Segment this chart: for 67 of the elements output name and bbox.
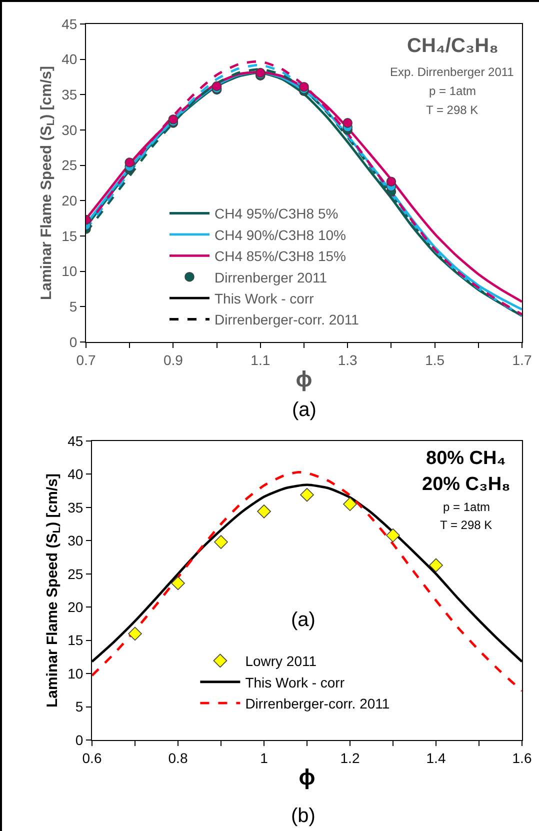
annotation: 80% CH₄ (426, 448, 506, 469)
point (386, 176, 396, 186)
y-tick-label: 40 (68, 466, 84, 482)
y-tick-label: 45 (68, 432, 84, 449)
point (429, 558, 443, 572)
y-tick-label: 30 (68, 532, 84, 549)
y-tick-label: 20 (62, 192, 78, 209)
y-tick-label: 40 (62, 51, 78, 68)
point (300, 488, 314, 502)
legend-label: CH4 85%/C3H8 15% (214, 248, 346, 264)
annotation: Exp. Dirrenberger 2011 (390, 65, 514, 79)
y-tick-label: 30 (62, 122, 78, 138)
x-tick-label: 1.7 (512, 352, 532, 368)
x-tick-label: 1.2 (340, 750, 360, 766)
point (299, 82, 309, 92)
y-tick-label: 35 (62, 86, 78, 103)
x-tick-label: 0.7 (76, 352, 96, 368)
legend-label: Lowry 2011 (245, 653, 317, 670)
y-tick-label: 45 (62, 16, 78, 32)
legend-label: CH4 90%/C3H8 10% (214, 226, 346, 243)
x-tick-label: 1.4 (426, 750, 446, 766)
text: (b) (291, 805, 316, 827)
y-tick-label: 35 (68, 499, 84, 516)
x-tick-label: 1 (260, 750, 268, 766)
line-series (92, 471, 522, 692)
point (128, 626, 142, 641)
point (386, 528, 400, 542)
x-tick-label: 1.1 (250, 352, 270, 368)
y-tick-label: 25 (62, 157, 78, 174)
point (257, 504, 271, 518)
x-tick-label: 0.6 (82, 750, 102, 766)
y-tick-label: 0 (75, 732, 84, 748)
y-tick-label: 20 (68, 599, 84, 616)
y-tick-label: 10 (62, 263, 78, 280)
y-tick-label: 10 (68, 665, 84, 682)
point (124, 158, 134, 168)
legend-label: Dirrenberger-corr. 2011 (245, 696, 390, 712)
annotation: p = 1atm (443, 500, 490, 514)
x-tick-label: 0.9 (163, 352, 184, 368)
annotation: CH₄/C₃H₈ (407, 35, 498, 57)
legend-label: Dirrenberger 2011 (214, 269, 328, 286)
point (214, 535, 228, 549)
y-tick-label: 15 (68, 632, 84, 648)
y-tick-label: 5 (75, 698, 84, 715)
legend-label: CH4 95%/C3H8 5% (214, 206, 338, 222)
legend-label: This Work - corr (245, 674, 345, 690)
point (342, 118, 352, 128)
point (171, 576, 185, 590)
point (343, 497, 357, 512)
x-tick-label: 1.6 (512, 750, 532, 766)
x-tick-label: 0.8 (168, 750, 188, 766)
annotation: T = 298 K (440, 518, 492, 532)
x-tick-label: 1.3 (338, 352, 358, 368)
y-tick-label: 5 (69, 298, 78, 315)
annotation: T = 298 K (426, 103, 478, 117)
y-tick-label: 0 (69, 334, 78, 350)
x-axis-title: ϕ (298, 764, 316, 790)
annotation: (a) (291, 609, 316, 631)
y-tick-label: 25 (68, 566, 84, 582)
legend-label: Dirrenberger-corr. 2011 (214, 312, 360, 328)
text: (a) (292, 399, 316, 421)
y-tick-label: 15 (62, 228, 78, 244)
x-axis-title: ϕ (296, 366, 312, 392)
annotation: p = 1atm (429, 84, 476, 98)
x-tick-label: 1.5 (425, 352, 445, 368)
annotation: 20% C₃H₈ (422, 474, 510, 495)
legend-label: This Work - corr (214, 290, 314, 306)
